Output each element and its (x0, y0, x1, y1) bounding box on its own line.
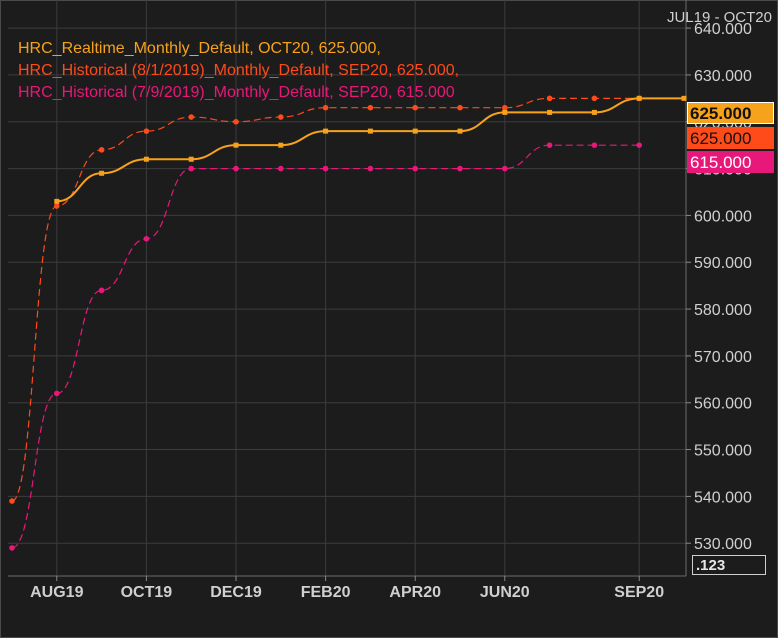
series-realtime-point (99, 170, 105, 176)
series-hist-jul-point (9, 545, 15, 551)
series-group (9, 95, 687, 551)
series-hist-aug-point (367, 104, 374, 111)
series-hist-aug-point (54, 203, 60, 209)
series-hist-aug-line (11, 97, 640, 502)
x-tick-label: AUG19 (30, 584, 83, 601)
y-tick-label: 600.000 (694, 208, 752, 225)
date-range-label[interactable]: JUL19 - OCT20 (666, 9, 772, 26)
series-hist-jul-point (188, 165, 194, 172)
decimals-button[interactable]: .123 (692, 555, 766, 575)
x-tick-label: OCT19 (121, 584, 173, 601)
series-realtime-point (457, 128, 463, 134)
series-hist-aug-point (591, 95, 598, 102)
y-tick-label: 560.000 (694, 396, 752, 413)
series-realtime-point (502, 109, 508, 115)
legend-entry-hist-aug[interactable]: HRC_Historical (8/1/2019)_Monthly_Defaul… (18, 62, 460, 79)
series-hist-aug-point (9, 498, 15, 504)
last-value-box-1 (687, 102, 774, 124)
series-hist-aug-point (322, 104, 329, 111)
y-tick-label: 640.000 (694, 21, 752, 38)
series-hist-jul-line (11, 144, 640, 549)
series-realtime-point (636, 95, 642, 101)
x-tick-label: SEP20 (614, 584, 664, 601)
series-hist-jul-point (546, 142, 553, 148)
x-axis: AUG19 OCT19 DEC19 FEB20 APR20 JUN20 SEP20 (30, 576, 664, 601)
series-realtime-line (56, 97, 684, 203)
series-hist-aug-point (188, 114, 194, 120)
last-value-label-1: 625.000 (690, 104, 751, 123)
x-tick-label: JUN20 (480, 584, 530, 601)
series-hist-jul-point (143, 236, 150, 242)
last-value-label-3: 615.000 (690, 153, 751, 172)
series-realtime-point (188, 156, 194, 162)
series-hist-jul-point (54, 390, 60, 397)
x-tick-label: DEC19 (210, 584, 262, 601)
series-hist-jul-point (502, 165, 508, 172)
series-hist-aug-point (457, 104, 463, 111)
series-hist-jul-point (278, 165, 284, 172)
last-value-labels: 625.000 625.000 615.000 (687, 102, 774, 173)
series-hist-jul-point (98, 287, 105, 294)
series-realtime-point (54, 198, 60, 204)
y-tick-label: 550.000 (694, 443, 752, 460)
series-realtime-point (367, 128, 373, 134)
last-value-box-2 (687, 127, 774, 149)
series-hist-aug-point (143, 128, 150, 134)
series-realtime-point (143, 156, 149, 162)
y-tick-label: 530.000 (694, 536, 752, 553)
series-realtime-point (412, 128, 418, 134)
series-hist-jul-point (367, 165, 374, 172)
series-hist-aug-point (233, 118, 239, 125)
series-realtime-point (233, 142, 239, 148)
y-tick-label: 580.000 (694, 302, 752, 319)
series-realtime-point (681, 95, 687, 101)
series-realtime-point (591, 109, 597, 115)
series-realtime-point (278, 142, 284, 148)
series-hist-aug-point (412, 104, 419, 111)
series-hist-aug-point (502, 104, 508, 111)
series-hist-jul-point (322, 165, 329, 172)
series-hist-aug-point (278, 114, 284, 120)
last-value-label-2: 625.000 (690, 129, 751, 148)
series-hist-jul-point (591, 142, 598, 148)
series-hist-jul-point (233, 165, 239, 172)
x-tick-label: FEB20 (301, 584, 351, 601)
y-tick-label: 630.000 (694, 68, 752, 85)
y-axis: 530.000 540.000 550.000 560.000 570.000 580.0… (686, 21, 752, 553)
legend-entry-hist-jul[interactable]: HRC_Historical (7/9/2019)_Monthly_Defaul… (18, 84, 455, 101)
series-realtime-point (323, 128, 329, 134)
y-tick-label: 540.000 (694, 489, 752, 506)
series-realtime-point (547, 109, 553, 115)
last-value-outline (687, 102, 774, 124)
x-tick-label: APR20 (389, 584, 441, 601)
y-tick-label: 590.000 (694, 255, 752, 272)
series-hist-aug-point (546, 95, 553, 102)
series-hist-jul-point (412, 165, 419, 172)
legend: HRC_Realtime_Monthly_Default, OCT20, 625… (18, 38, 459, 104)
series-hist-jul-point (636, 142, 642, 148)
last-value-box-3 (687, 151, 774, 173)
legend-entry-realtime[interactable]: HRC_Realtime_Monthly_Default, OCT20, 625… (18, 40, 381, 57)
y-tick-label: 570.000 (694, 349, 752, 366)
series-hist-jul-point (457, 165, 463, 172)
series-hist-aug-point (98, 147, 105, 153)
